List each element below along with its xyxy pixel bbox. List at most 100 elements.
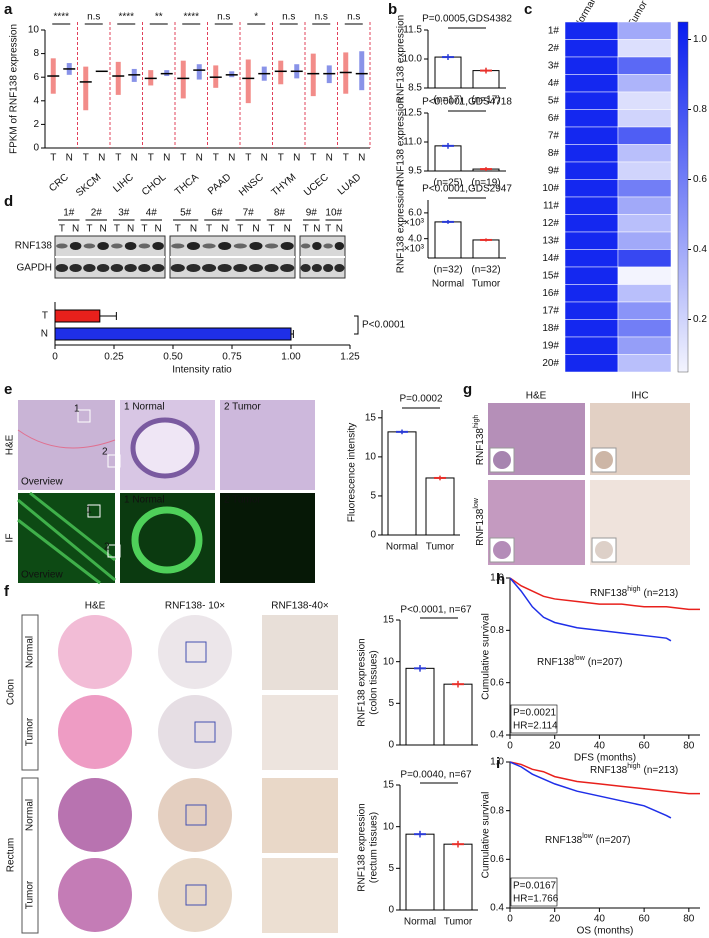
x-tick-label: THCA xyxy=(173,172,201,198)
lane-label: N xyxy=(313,224,320,235)
row-label: 12# xyxy=(542,218,559,229)
lane-label: N xyxy=(221,224,228,235)
inset-label: 1 xyxy=(74,404,80,415)
row-label-base: RNF138 xyxy=(475,508,486,546)
y-tick-label: 10.0 xyxy=(403,54,423,65)
y-tick-label: 8 xyxy=(33,48,39,59)
bar xyxy=(387,431,417,536)
panel-label: e xyxy=(4,381,12,398)
heat-cell xyxy=(617,144,672,163)
tissue-label: Rectum xyxy=(6,838,17,872)
band xyxy=(124,264,137,272)
chart-title: P=0.0040, n=67 xyxy=(400,770,472,781)
band xyxy=(218,242,232,250)
legend-sup: low xyxy=(582,833,593,840)
heat-cell xyxy=(564,354,619,373)
x-tick-label: CHOL xyxy=(140,172,169,199)
column-title: IHC xyxy=(631,391,648,402)
lane-label: N xyxy=(100,224,107,235)
significance: n.s xyxy=(282,12,295,23)
panel-label: h xyxy=(496,571,505,588)
x-tick-label: 0 xyxy=(52,352,58,363)
band xyxy=(233,243,247,249)
heat-cell xyxy=(564,196,619,215)
x-tick-label: 0.50 xyxy=(163,352,183,363)
significance: **** xyxy=(53,12,69,23)
band xyxy=(300,243,311,249)
group-label: T xyxy=(83,153,89,164)
bar xyxy=(472,239,500,259)
column-title: H&E xyxy=(85,601,106,612)
legend-name: RNF138 xyxy=(590,588,628,599)
lane-label: T xyxy=(237,224,243,235)
e-images xyxy=(17,400,315,585)
band xyxy=(280,242,294,250)
heat-cell xyxy=(564,74,619,93)
row-label: 17# xyxy=(542,305,559,316)
row-label-sup: high xyxy=(473,415,480,428)
category-label: T xyxy=(42,311,48,322)
chart-title: P=0.0005,GDS4382 xyxy=(422,14,512,25)
band xyxy=(312,242,322,250)
band xyxy=(202,264,217,272)
lane-label: T xyxy=(303,224,309,235)
row-label: RNF138low xyxy=(473,497,486,546)
x-tick-label: Tumor xyxy=(444,917,473,928)
lane-label: T xyxy=(206,224,212,235)
significance: n.s xyxy=(347,12,360,23)
band xyxy=(265,243,279,249)
band xyxy=(264,264,279,272)
group-label: T xyxy=(343,153,349,164)
bar xyxy=(405,667,435,746)
x-axis-label: DFS (months) xyxy=(574,753,636,764)
heat-cell xyxy=(564,21,619,40)
inset-label: 2 xyxy=(104,542,110,553)
x-tick-label: PAAD xyxy=(206,172,233,197)
lane-label: N xyxy=(155,224,162,235)
legend-label: RNF138high (n=213) xyxy=(590,763,678,776)
row-label: Normal xyxy=(25,636,36,668)
band xyxy=(280,264,295,272)
y-tick-label: 6.0 xyxy=(408,208,422,219)
significance: **** xyxy=(183,12,199,23)
x-tick-label: Normal xyxy=(386,542,418,553)
group-label: N xyxy=(293,153,300,164)
significance: ** xyxy=(155,12,163,23)
heat-cell xyxy=(564,144,619,163)
x-tick-label: 0.25 xyxy=(104,352,124,363)
lane-label: T xyxy=(114,224,120,235)
band xyxy=(323,264,334,272)
y-axis-label: RNF138 expression xyxy=(396,15,407,103)
panel-label: c xyxy=(524,1,532,18)
y-tick-label: 0.6 xyxy=(490,677,504,688)
group-label: T xyxy=(50,153,56,164)
y-tick-label: 0.4 xyxy=(490,730,504,741)
band xyxy=(55,264,69,272)
colorbar xyxy=(677,21,689,373)
group-label: N xyxy=(228,153,235,164)
legend-sup: high xyxy=(627,586,640,593)
band xyxy=(111,243,123,249)
hazard-ratio: HR=2.114 xyxy=(513,721,558,732)
band xyxy=(170,264,185,272)
survival-curve xyxy=(509,761,700,795)
row-label: H&E xyxy=(5,434,16,455)
x-tick-label: 80 xyxy=(683,741,695,752)
inset-label: 2 xyxy=(102,447,108,458)
group-label: T xyxy=(148,153,154,164)
y-axis-label: RNF138 expression xyxy=(357,638,368,726)
row-label: 1# xyxy=(548,25,560,36)
band xyxy=(56,243,68,249)
legend-count: (n=207) xyxy=(596,835,631,846)
band xyxy=(248,264,263,272)
y-tick-label: 10 xyxy=(365,452,377,463)
row-label: 11# xyxy=(543,200,559,211)
y-tick-label: 1.0 xyxy=(490,757,504,768)
band xyxy=(83,264,96,272)
heat-cell xyxy=(617,284,672,303)
x-tick-label: 0 xyxy=(507,914,513,925)
lane-label: T xyxy=(325,224,331,235)
heat-cell xyxy=(617,266,672,285)
chart-title: P<0.0001,GDS4718 xyxy=(422,97,512,108)
